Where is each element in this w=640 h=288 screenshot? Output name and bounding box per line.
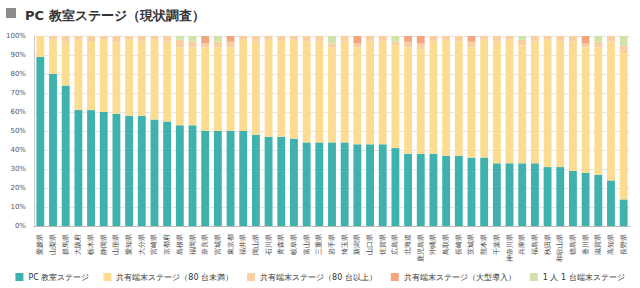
svg-text:鳥取県: 鳥取県 [442, 234, 450, 256]
svg-text:90%: 90% [10, 51, 26, 59]
svg-text:高知県: 高知県 [607, 234, 615, 255]
svg-text:静岡県: 静岡県 [100, 234, 108, 255]
svg-text:10%: 10% [10, 203, 26, 211]
svg-text:40%: 40% [10, 146, 26, 154]
svg-text:50%: 50% [10, 127, 26, 135]
svg-text:愛知県: 愛知県 [125, 234, 133, 255]
svg-text:100%: 100% [6, 32, 26, 40]
svg-text:60%: 60% [10, 108, 26, 116]
svg-text:富山県: 富山県 [303, 234, 311, 255]
svg-text:共有端末ステージ（80 台以上）: 共有端末ステージ（80 台以上） [260, 273, 377, 282]
svg-text:30%: 30% [10, 165, 26, 173]
svg-text:福岡県: 福岡県 [189, 234, 197, 255]
svg-text:新潟県: 新潟県 [353, 234, 361, 255]
svg-text:千葉県: 千葉県 [493, 234, 501, 255]
svg-text:宮城県: 宮城県 [214, 234, 222, 255]
svg-text:栃木県: 栃木県 [87, 234, 95, 255]
svg-text:80%: 80% [10, 70, 26, 78]
svg-text:福島県: 福島県 [531, 234, 539, 255]
svg-text:徳島県: 徳島県 [569, 234, 577, 255]
svg-text:長崎県: 長崎県 [455, 234, 463, 255]
svg-text:沖縄県: 沖縄県 [429, 234, 437, 255]
svg-text:鹿児島県: 鹿児島県 [417, 234, 425, 262]
svg-text:秋田県: 秋田県 [544, 234, 552, 255]
svg-text:三重県: 三重県 [315, 234, 323, 255]
svg-text:大阪府: 大阪府 [74, 234, 82, 255]
svg-text:京都府: 京都府 [163, 234, 171, 255]
svg-text:埼玉県: 埼玉県 [341, 234, 349, 256]
svg-text:福井県: 福井県 [239, 234, 247, 255]
svg-text:20%: 20% [10, 184, 26, 192]
svg-text:石川県: 石川県 [265, 234, 273, 255]
svg-text:宮崎県: 宮崎県 [150, 234, 158, 255]
svg-text:香川県: 香川県 [582, 234, 590, 255]
svg-text:和歌山県: 和歌山県 [556, 234, 564, 262]
svg-text:1 人 1 台端末ステージ: 1 人 1 台端末ステージ [543, 273, 625, 282]
svg-text:PC 教室ステージ（現状調査）: PC 教室ステージ（現状調査） [25, 8, 205, 23]
svg-text:PC 教室ステージ: PC 教室ステージ [28, 273, 89, 282]
svg-text:岩手県: 岩手県 [328, 234, 336, 255]
svg-text:長野県: 長野県 [620, 234, 628, 255]
svg-text:岐阜県: 岐阜県 [290, 234, 298, 255]
svg-text:広島県: 広島県 [391, 234, 399, 255]
svg-text:島根県: 島根県 [176, 234, 184, 255]
svg-text:山梨県: 山梨県 [49, 234, 57, 255]
svg-text:山口県: 山口県 [366, 234, 374, 255]
svg-text:熊本県: 熊本県 [480, 234, 488, 255]
svg-text:東京都: 東京都 [227, 234, 235, 255]
svg-text:茨城県: 茨城県 [467, 234, 475, 255]
svg-text:愛媛県: 愛媛県 [36, 234, 44, 255]
svg-text:70%: 70% [10, 89, 26, 97]
svg-text:共有端末ステージ（大型導入）: 共有端末ステージ（大型導入） [404, 273, 516, 282]
svg-text:兵庫県: 兵庫県 [518, 234, 526, 255]
svg-text:群馬県: 群馬県 [62, 234, 70, 255]
svg-text:山形県: 山形県 [112, 234, 120, 255]
svg-text:岡山県: 岡山県 [252, 234, 260, 255]
svg-text:奈良県: 奈良県 [201, 234, 209, 255]
svg-text:滋賀県: 滋賀県 [594, 234, 602, 255]
svg-text:神奈川県: 神奈川県 [506, 234, 514, 262]
svg-text:佐賀県: 佐賀県 [379, 234, 387, 255]
svg-text:北海道: 北海道 [404, 234, 412, 255]
svg-text:共有端末ステージ（80 台未満）: 共有端末ステージ（80 台未満） [116, 273, 233, 282]
svg-text:大分県: 大分県 [138, 234, 146, 255]
svg-text:青森県: 青森県 [277, 234, 285, 255]
svg-text:0%: 0% [15, 222, 26, 230]
